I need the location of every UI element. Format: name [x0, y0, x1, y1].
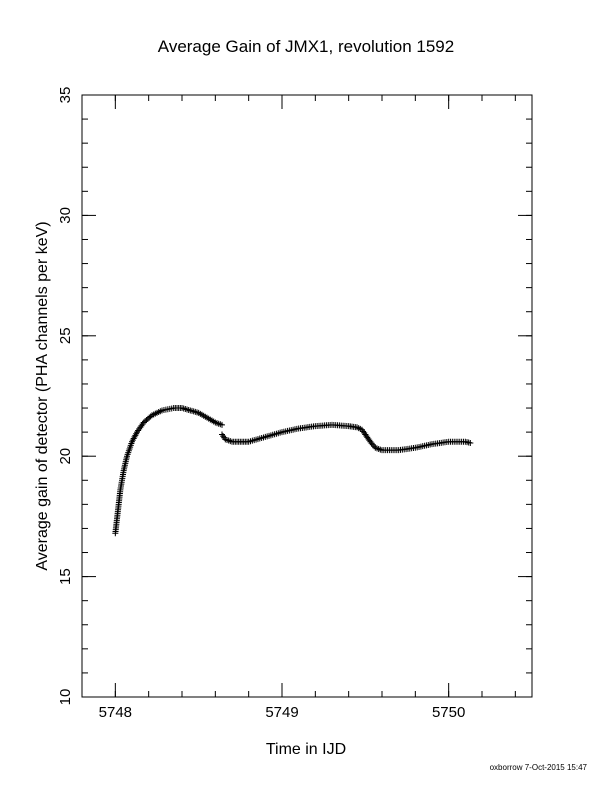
y-axis-label: Average gain of detector (PHA channels p…	[34, 221, 51, 570]
axis-ticks	[81, 94, 532, 698]
footer-stamp: oxborrow 7-Oct-2015 15:47	[490, 763, 588, 772]
plot-frame	[81, 94, 533, 698]
y-tick-label: 35	[57, 87, 74, 104]
chart-title: Average Gain of JMX1, revolution 1592	[158, 37, 454, 56]
x-tick-label: 5748	[99, 704, 132, 721]
y-tick-label: 20	[57, 448, 74, 465]
x-axis-label: Time in IJD	[266, 741, 346, 758]
y-tick-label: 30	[57, 207, 74, 224]
data-points	[112, 405, 474, 537]
x-tick-label: 5750	[432, 704, 465, 721]
data-point	[219, 421, 225, 428]
y-tick-label: 10	[57, 689, 74, 706]
y-tick-label: 15	[57, 568, 74, 585]
data-point	[467, 439, 474, 446]
axis-tick-labels: 5748 5749 5750 10 15 20 25 30 35	[57, 87, 465, 721]
y-tick-label: 25	[57, 327, 74, 344]
data-point	[147, 413, 154, 420]
x-tick-label: 5749	[265, 704, 298, 721]
